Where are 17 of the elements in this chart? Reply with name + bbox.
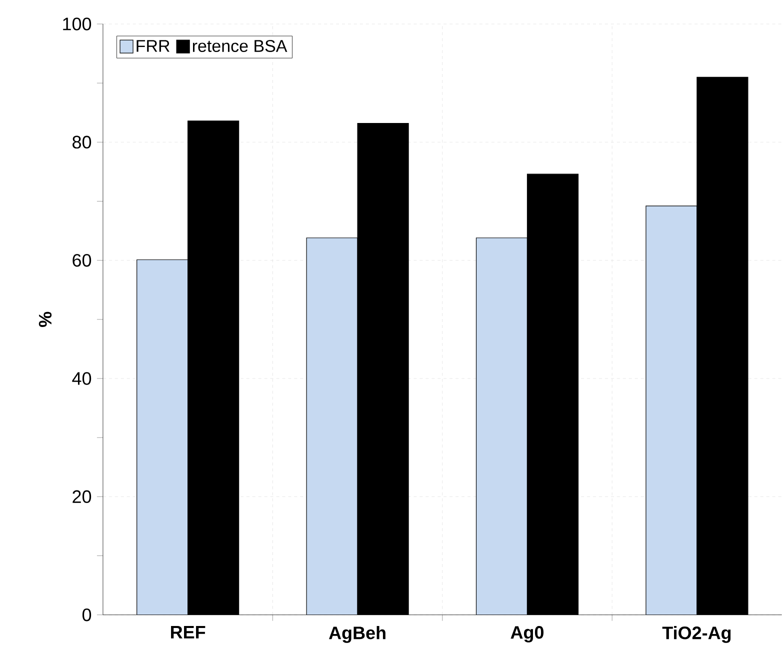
bar (136, 260, 188, 615)
y-tick-label: 20 (72, 490, 92, 504)
bar (476, 238, 528, 615)
x-tick-label: Ag0 (510, 626, 544, 642)
bar (306, 238, 358, 615)
y-tick-label: 40 (72, 372, 92, 385)
y-tick-label: 0 (82, 608, 92, 622)
y-tick-label: 100 (63, 18, 92, 30)
legend-label: retence BSA (192, 40, 288, 52)
x-tick-label: AgBeh (328, 626, 386, 643)
y-tick-label: 60 (72, 254, 92, 267)
y-tick-label: 80 (72, 136, 92, 149)
x-tick-label: TiO2-Ag (662, 626, 731, 643)
x-tick-label: REF (171, 626, 206, 638)
legend-label: FRR (136, 40, 170, 52)
bar (646, 206, 698, 615)
y-axis-title: % (38, 312, 52, 328)
